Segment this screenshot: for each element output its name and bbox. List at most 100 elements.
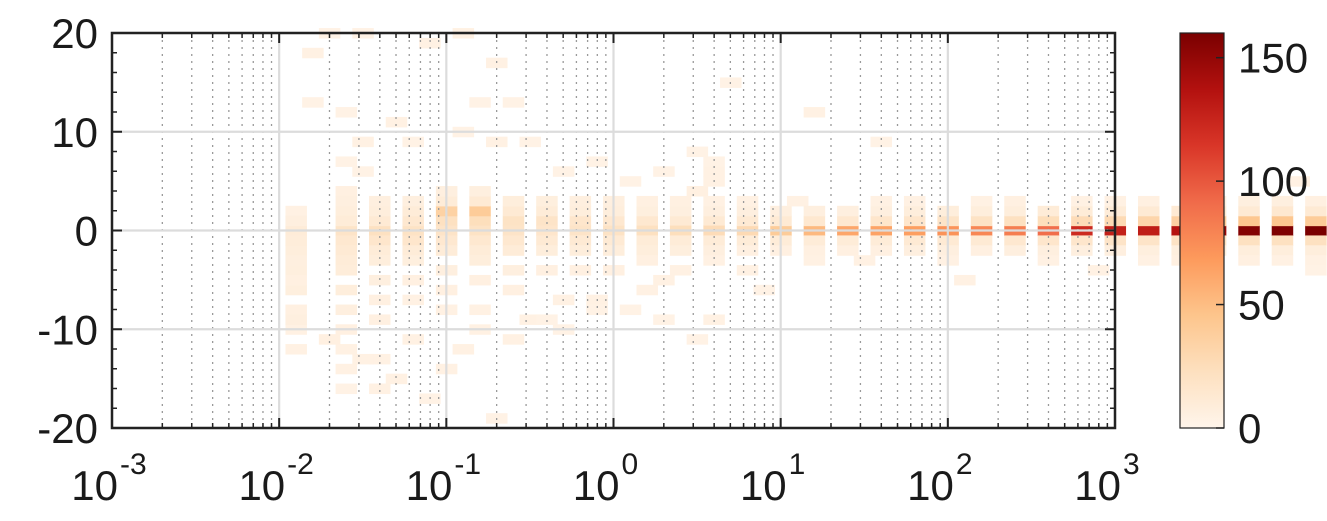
heatmap-cell: [1087, 265, 1110, 276]
heatmap-cell: [335, 245, 358, 256]
heatmap-cell: [703, 166, 725, 177]
heatmap-cell: [502, 97, 525, 108]
heatmap-cell: [636, 255, 658, 266]
heatmap-cell: [669, 265, 692, 276]
heatmap-cell: [837, 245, 859, 256]
heatmap-cell: [1137, 205, 1160, 217]
heatmap-cell: [837, 215, 859, 227]
heatmap-cell: [970, 235, 993, 246]
heatmap-cell: [1004, 235, 1026, 246]
heatmap-cell: [653, 274, 675, 286]
heatmap-cell: [335, 265, 358, 276]
heatmap-cell: [870, 205, 893, 217]
heatmap-cell: [703, 156, 725, 167]
heatmap-cell: [803, 245, 826, 256]
x-axis-ticks: 10 -3 10 -2 10 -1 10 0 10 1 10 2 10 3: [71, 448, 1139, 509]
x-tick-base: 10: [238, 462, 285, 509]
heatmap-cell: [686, 186, 709, 197]
heatmap-cell: [469, 97, 491, 108]
heatmap-cell: [469, 274, 491, 286]
heatmap-cell: [1271, 225, 1294, 237]
heatmap-cell: [837, 205, 859, 217]
heatmap-cell: [369, 255, 391, 266]
heatmap-cell: [402, 235, 424, 246]
x-tick-exponent: -2: [287, 448, 314, 481]
heatmap-cell: [369, 215, 391, 227]
heatmap-cell: [285, 274, 307, 286]
heatmap-cell: [653, 314, 675, 325]
heatmap-cell: [335, 205, 358, 217]
heatmap-cell: [686, 146, 709, 158]
heatmap-cell: [519, 314, 541, 325]
heatmap-cell: [285, 265, 307, 276]
heatmap-cell: [402, 294, 424, 306]
heatmap-cell: [402, 334, 424, 345]
heatmap-cell: [502, 334, 525, 345]
heatmap-cell: [469, 205, 491, 217]
heatmap-cell: [285, 314, 307, 325]
heatmap-cell: [352, 353, 374, 365]
heatmap-cell: [586, 156, 608, 167]
x-tick-base: 10: [1074, 462, 1121, 509]
heatmap-cell: [502, 265, 525, 276]
heatmap-cell: [736, 245, 759, 256]
heatmap-cell: [1037, 205, 1060, 217]
colorbar-tick-label: 150: [1238, 35, 1308, 82]
heatmap-cell: [385, 116, 408, 128]
heatmap-cell: [1238, 195, 1260, 207]
heatmap-cell: [1137, 245, 1160, 256]
heatmap-cell: [636, 235, 658, 246]
heatmap-cell: [653, 166, 675, 177]
heatmap-cell: [1037, 235, 1060, 246]
heatmap-cell: [369, 353, 391, 365]
heatmap-cell: [335, 186, 358, 197]
x-tick-label: 10 3: [1074, 448, 1139, 509]
heatmap-cell: [402, 215, 424, 227]
heatmap-cell: [469, 245, 491, 256]
heatmap-cell: [352, 136, 374, 148]
heatmap-cell: [970, 195, 993, 207]
heatmap-cell: [502, 215, 525, 227]
heatmap-cells: [285, 28, 1327, 424]
x-tick-label: 10 -3: [71, 448, 146, 509]
heatmap-cell: [369, 274, 391, 286]
heatmap-cell: [536, 215, 558, 227]
heatmap-cell: [536, 314, 558, 325]
heatmap-cell: [452, 344, 475, 355]
heatmap-cell: [1071, 245, 1093, 256]
heatmap-cell: [285, 215, 307, 227]
heatmap-cell: [1004, 195, 1026, 207]
heatmap-cell: [1305, 205, 1327, 217]
heatmap-cell: [970, 215, 993, 227]
heatmap-cell: [402, 136, 424, 148]
x-tick-exponent: 1: [789, 448, 806, 481]
colorbar-tick-label: 100: [1238, 158, 1308, 205]
heatmap-cell: [870, 136, 893, 148]
heatmap-cell: [1071, 215, 1093, 227]
y-tick-label: -10: [37, 306, 98, 353]
heatmap-cell: [1238, 255, 1260, 266]
heatmap-cell: [736, 195, 759, 207]
heatmap-cell: [1271, 205, 1294, 217]
heatmap-cell: [1137, 225, 1160, 237]
heatmap-cell: [1271, 215, 1294, 227]
heatmap-cell: [669, 205, 692, 217]
heatmap-cell: [402, 195, 424, 207]
heatmap-cell: [1137, 255, 1160, 266]
heatmap-cell: [669, 235, 692, 246]
heatmap-cell: [502, 235, 525, 246]
heatmap-cell: [1037, 215, 1060, 227]
x-tick-exponent: 0: [622, 448, 639, 481]
heatmap-cell: [502, 205, 525, 217]
heatmap-cell: [1071, 205, 1093, 217]
x-tick-exponent: 2: [956, 448, 973, 481]
heatmap-cell: [1071, 195, 1093, 207]
colorbar: [1179, 32, 1225, 429]
x-tick-label: 10 0: [573, 448, 638, 509]
heatmap-cell: [569, 195, 592, 207]
heatmap-cell: [903, 205, 926, 217]
heatmap-cell: [853, 255, 876, 266]
heatmap-cell: [402, 205, 424, 217]
heatmap-cell: [536, 265, 558, 276]
